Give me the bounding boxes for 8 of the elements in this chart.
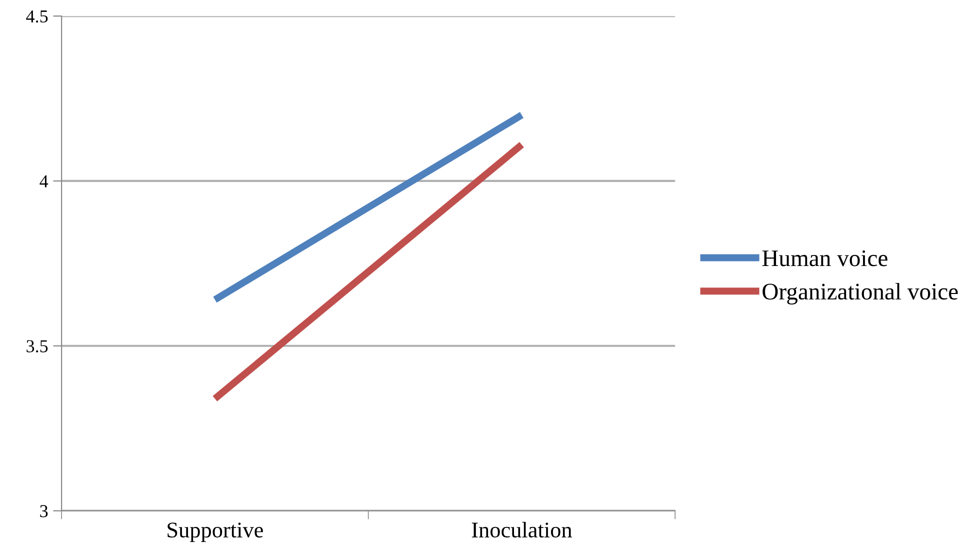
legend-label: Organizational voice bbox=[762, 283, 958, 304]
x-tick-label: Inoculation bbox=[472, 522, 572, 538]
y-tick-label: 3 bbox=[40, 505, 48, 518]
x-tick-label: Supportive bbox=[168, 522, 263, 542]
y-tick-label: 4 bbox=[40, 175, 48, 188]
y-tick-label: 3.5 bbox=[26, 340, 48, 352]
y-tick-label: 4.5 bbox=[26, 10, 48, 23]
legend-label: Human voice bbox=[762, 250, 888, 266]
